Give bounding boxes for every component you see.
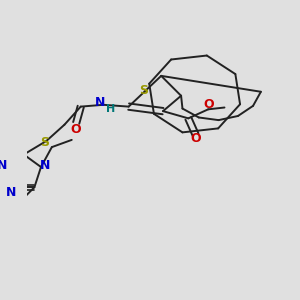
Text: N: N xyxy=(94,97,105,110)
Text: N: N xyxy=(0,159,7,172)
Text: N: N xyxy=(40,159,51,172)
Text: O: O xyxy=(70,123,81,136)
Text: O: O xyxy=(204,98,214,111)
Text: S: S xyxy=(140,84,148,97)
Text: S: S xyxy=(40,136,49,149)
Text: H: H xyxy=(106,104,115,114)
Text: N: N xyxy=(6,186,16,199)
Text: O: O xyxy=(190,132,201,145)
